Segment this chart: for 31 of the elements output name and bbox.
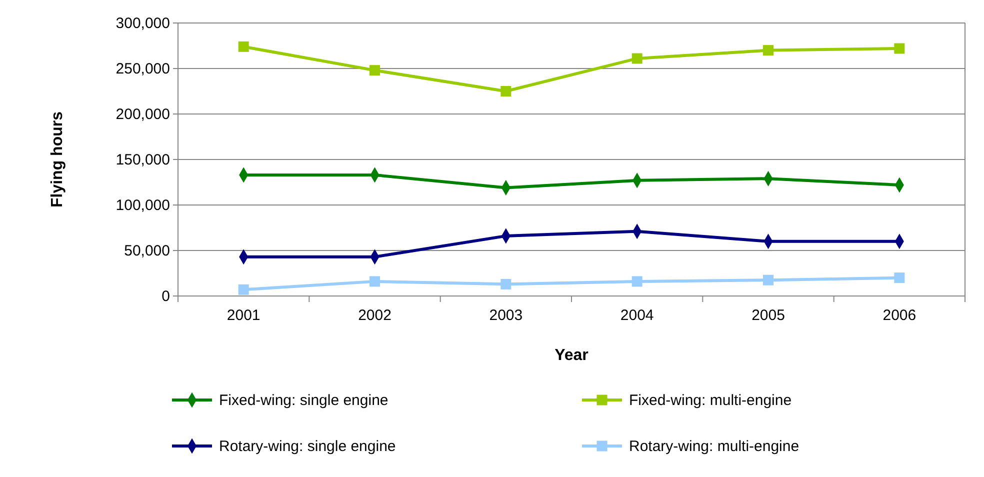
point xyxy=(370,65,380,76)
x-tick-label: 2002 xyxy=(358,307,392,324)
legend-label: Rotary-wing: multi-engine xyxy=(629,438,800,455)
x-tick-label: 2001 xyxy=(226,307,260,324)
y-tick-label: 250,000 xyxy=(116,60,170,78)
x-tick-label: 2005 xyxy=(752,307,785,324)
point xyxy=(763,45,774,56)
y-tick-label: 0 xyxy=(162,288,170,305)
point xyxy=(500,86,512,96)
x-tick-label: 2006 xyxy=(882,307,916,324)
point xyxy=(763,274,774,286)
y-tick-label: 50,000 xyxy=(124,242,170,260)
x-tick-label: 2004 xyxy=(620,307,654,324)
legend-label: Rotary-wing: single engine xyxy=(219,438,396,455)
y-tick-label: 100,000 xyxy=(116,196,170,214)
point xyxy=(238,41,249,52)
y-tick-label: 300,000 xyxy=(116,14,170,32)
y-tick-label: 200,000 xyxy=(116,106,170,123)
point xyxy=(500,278,512,290)
y-tick-label: 150,000 xyxy=(116,151,170,168)
legend-label: Fixed-wing: single engine xyxy=(219,392,388,409)
y-axis-title: Flying hours xyxy=(49,111,66,208)
x-tick-label: 2003 xyxy=(489,307,523,324)
point xyxy=(370,276,380,287)
legend-label: Fixed-wing: multi-engine xyxy=(629,392,792,409)
point xyxy=(632,276,642,287)
point xyxy=(894,43,905,54)
x-axis-title: Year xyxy=(554,347,588,364)
point xyxy=(238,284,249,295)
point xyxy=(632,53,642,64)
point xyxy=(894,272,905,284)
